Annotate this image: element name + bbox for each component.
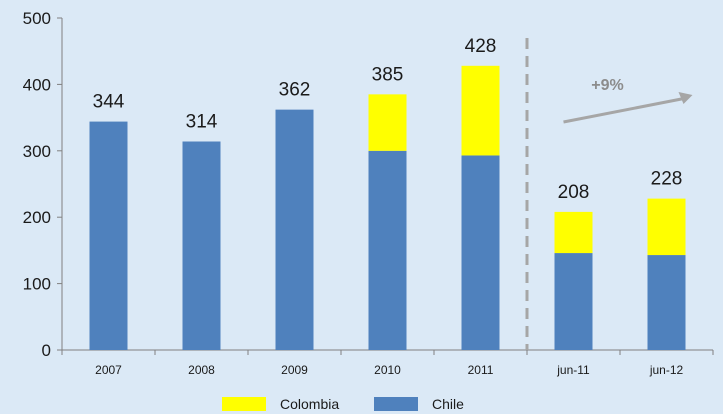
total-label: 228 bbox=[651, 169, 683, 190]
y-tick-label: 0 bbox=[42, 341, 51, 360]
axes: 0 100 200 300 400 500 2007 2008 2009 2010 2011 jun-… bbox=[23, 9, 714, 377]
x-tick-label: jun-12 bbox=[649, 363, 684, 377]
y-tick-label: 100 bbox=[23, 275, 51, 294]
trend-up-arrow-icon bbox=[563, 96, 687, 124]
bar-chile-2011 bbox=[461, 155, 500, 350]
legend-swatch-colombia bbox=[222, 397, 266, 411]
bar-chile-2010 bbox=[368, 150, 407, 350]
y-tick-label: 200 bbox=[23, 208, 51, 227]
x-tick-label: jun-11 bbox=[556, 363, 590, 377]
total-labels: 344 314 362 385 428 208 228 bbox=[93, 36, 683, 203]
bar-colombia-jun-12 bbox=[647, 198, 686, 256]
y-tick-label: 400 bbox=[23, 75, 51, 94]
growth-annotation: +9% bbox=[591, 77, 623, 94]
x-tick-label: 2009 bbox=[281, 363, 308, 377]
total-label: 208 bbox=[558, 182, 590, 203]
bar-chile-jun-12 bbox=[647, 255, 686, 350]
x-tick-label: 2010 bbox=[374, 363, 401, 377]
bar-chile-2009 bbox=[275, 109, 314, 350]
y-tick-label: 500 bbox=[23, 9, 51, 28]
bars bbox=[89, 65, 686, 350]
legend-swatch-chile bbox=[374, 397, 418, 411]
total-label: 314 bbox=[186, 112, 218, 133]
y-tick-label: 300 bbox=[23, 142, 51, 161]
trend-up-arrowhead-icon bbox=[678, 92, 693, 104]
bar-chile-2008 bbox=[182, 141, 221, 350]
legend: Colombia Chile bbox=[222, 396, 464, 412]
x-tick-label: 2007 bbox=[95, 363, 122, 377]
bar-colombia-2011 bbox=[461, 65, 500, 156]
total-label: 385 bbox=[372, 64, 404, 85]
bar-chile-jun-11 bbox=[554, 253, 593, 350]
annotation: +9% bbox=[563, 77, 693, 124]
total-label: 344 bbox=[93, 92, 125, 113]
legend-label-colombia: Colombia bbox=[280, 396, 339, 412]
bar-colombia-jun-11 bbox=[554, 211, 593, 254]
x-tick-label: 2008 bbox=[188, 363, 215, 377]
bar-chile-2007 bbox=[89, 121, 128, 350]
total-label: 428 bbox=[465, 36, 497, 57]
total-label: 362 bbox=[279, 80, 311, 101]
legend-label-chile: Chile bbox=[432, 396, 464, 412]
bar-colombia-2010 bbox=[368, 94, 407, 151]
x-tick-label: 2011 bbox=[468, 363, 494, 377]
